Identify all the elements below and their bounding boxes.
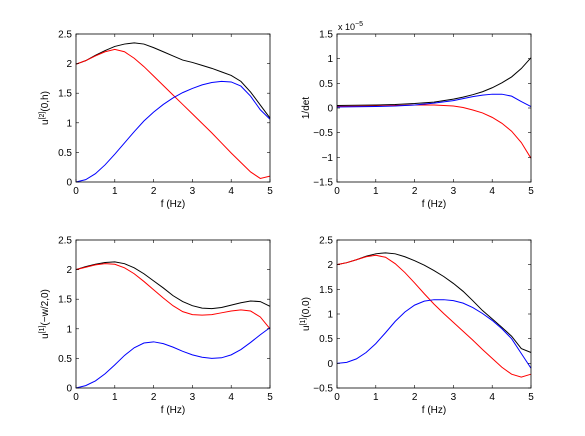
panel-top-right-x-axis-label: f (Hz) (422, 199, 446, 210)
panel-bottom-right-y-axis-label-rest: (0,0) (301, 297, 312, 318)
panel-top-left-y-tick-label: 0.5 (58, 148, 72, 159)
panel-bottom-right-y-axis-label: u[1](0,0) (300, 297, 312, 331)
panel-bottom-right-y-tick-label: −0.5 (313, 384, 333, 395)
panel-bottom-right-x-axis-label: f (Hz) (422, 405, 446, 416)
panel-bottom-right-y-axis-label-main: u (301, 325, 312, 331)
panel-top-right-x-tick-label: 4 (489, 186, 495, 197)
panel-bottom-right-x-tick-label: 2 (412, 392, 418, 403)
panel-top-left-y-tick-label: 2 (66, 59, 72, 70)
panel-bottom-left-y-tick-label: 0 (66, 384, 72, 395)
panel-top-left-x-tick-label: 2 (151, 186, 157, 197)
panel-top-right-series-line-1 (336, 57, 532, 107)
panel-top-left-y-axis-label-superscript: [2] (39, 112, 46, 120)
panel-bottom-left-y-axis-label-rest: (−w/2,0) (40, 289, 51, 325)
panel-top-right-y-tick-label: 1 (327, 54, 333, 65)
panel-bottom-left-x-tick-label: 2 (151, 392, 157, 403)
panel-top-left-x-tick-label: 3 (190, 186, 196, 197)
panel-bottom-left-y-axis-label: u[1](−w/2,0) (39, 289, 51, 339)
panel-bottom-right-x-tick-label: 0 (334, 392, 340, 403)
panel-top-right-x-tick-label: 2 (412, 186, 418, 197)
panel-bottom-right-y-tick-label: 2 (327, 260, 333, 271)
panel-bottom-right-y-axis-label-superscript: [1] (300, 318, 307, 326)
panel-bottom-left-series-line-2 (75, 263, 271, 330)
panel-top-left-y-tick-label: 2.5 (58, 30, 72, 41)
panel-top-right-series-line-3 (336, 93, 532, 108)
panel-top-left-series-line-2 (75, 48, 271, 179)
panel-top-right-y-tick-label: −1 (322, 153, 334, 164)
panel-bottom-left-y-tick-label: 2 (66, 265, 72, 276)
panel-top-right-x-tick-label: 3 (451, 186, 457, 197)
panel-bottom-left-series-line-3 (75, 327, 271, 389)
panel-top-left-y-tick-label: 1 (66, 118, 72, 129)
panel-top-right: 0 1 2 3 4 5 −1.5 −1 −0.5 0 0.5 1 1.5 f (Hz) 1/det x 10−… (301, 21, 534, 210)
panel-top-left: 0 1 2 3 4 5 0 0.5 1 1.5 2 2.5 f (Hz) u[2](0,h) (39, 30, 273, 211)
panel-top-right-y-tick-label: 1.5 (319, 30, 333, 41)
panel-bottom-left-y-axis-label-superscript: [1] (39, 325, 46, 333)
panel-top-right-x-tick-label: 1 (373, 186, 379, 197)
panel-bottom-right-series-line-3 (336, 299, 532, 369)
panel-bottom-right-x-tick-label: 1 (373, 392, 379, 403)
panel-bottom-left-y-tick-label: 2.5 (58, 236, 72, 247)
panel-top-left-x-tick-label: 0 (73, 186, 79, 197)
panel-top-right-y-axis-label: 1/det (301, 97, 312, 119)
panel-top-left-x-axis-label: f (Hz) (161, 199, 185, 210)
panel-bottom-right: 0 1 2 3 4 5−0.500.511.522.5f (Hz)u[1](0,0) (300, 236, 534, 417)
panel-top-right-y-tick-label: 0.5 (319, 79, 333, 90)
panel-top-left-y-tick-label: 0 (66, 178, 72, 189)
panel-top-left-x-tick-label: 4 (228, 186, 234, 197)
panel-bottom-left-x-tick-label: 4 (228, 392, 234, 403)
panel-top-right-y-tick-label: −0.5 (313, 128, 333, 139)
panel-bottom-right-y-tick-label: 0 (327, 359, 333, 370)
panel-bottom-right-series-line-2 (336, 254, 532, 378)
panel-top-left-series-line-3 (75, 80, 271, 183)
panel-top-left-axes-frame (75, 33, 271, 183)
panel-top-left-y-axis-label: u[2](0,h) (39, 91, 51, 125)
panel-bottom-left-x-axis-label: f (Hz) (161, 405, 185, 416)
panel-bottom-right-x-tick-label: 4 (489, 392, 495, 403)
panel-bottom-left: 0 1 2 3 4 5 0 0.5 1 1.5 2 2.5 f (Hz) u[1](−w/2,0) (39, 236, 273, 417)
panel-top-right-x-tick-label: 0 (334, 186, 340, 197)
panel-bottom-right-y-tick-label: 2.5 (319, 236, 333, 247)
panel-top-left-y-axis-label-main: u (40, 119, 51, 125)
panel-bottom-left-y-tick-label: 1 (66, 324, 72, 335)
panel-top-left-y-axis-label-rest: (0,h) (40, 91, 51, 112)
panel-bottom-right-x-tick-label: 3 (451, 392, 457, 403)
panel-bottom-left-series-line-1 (75, 261, 271, 310)
panel-top-right-y-tick-label: −1.5 (313, 178, 333, 189)
panel-bottom-right-y-tick-label: 0.5 (319, 334, 333, 345)
panel-top-left-x-tick-label: 1 (112, 186, 118, 197)
panel-bottom-left-x-tick-label: 0 (73, 392, 79, 403)
panel-top-right-exponent-base: x 10 (338, 22, 355, 32)
panel-top-right-exponent-label: x 10−5 (338, 21, 363, 32)
panel-bottom-right-y-tick-label: 1.5 (319, 285, 333, 296)
panel-top-left-series-line-1 (75, 42, 271, 119)
panel-top-left-y-tick-label: 1.5 (58, 89, 72, 100)
panel-top-left-x-tick-label: 5 (267, 186, 273, 197)
panel-bottom-left-x-tick-label: 1 (112, 392, 118, 403)
panel-top-right-x-tick-label: 5 (528, 186, 534, 197)
panel-bottom-left-y-axis-label-main: u (40, 333, 51, 339)
panel-bottom-left-x-tick-label: 3 (190, 392, 196, 403)
panel-bottom-right-x-tick-label: 5 (528, 392, 534, 403)
panel-bottom-left-x-tick-label: 5 (267, 392, 273, 403)
panel-bottom-right-series-line-1 (336, 252, 532, 353)
panel-bottom-left-y-tick-label: 1.5 (58, 295, 72, 306)
panel-top-right-y-axis-label-main: 1/det (301, 97, 312, 119)
panel-bottom-left-axes-frame (75, 239, 271, 389)
panel-top-right-exponent-power: −5 (355, 21, 363, 28)
panel-bottom-left-y-tick-label: 0.5 (58, 354, 72, 365)
panel-top-right-y-tick-label: 0 (327, 104, 333, 115)
panel-bottom-right-y-tick-label: 1 (327, 310, 333, 321)
